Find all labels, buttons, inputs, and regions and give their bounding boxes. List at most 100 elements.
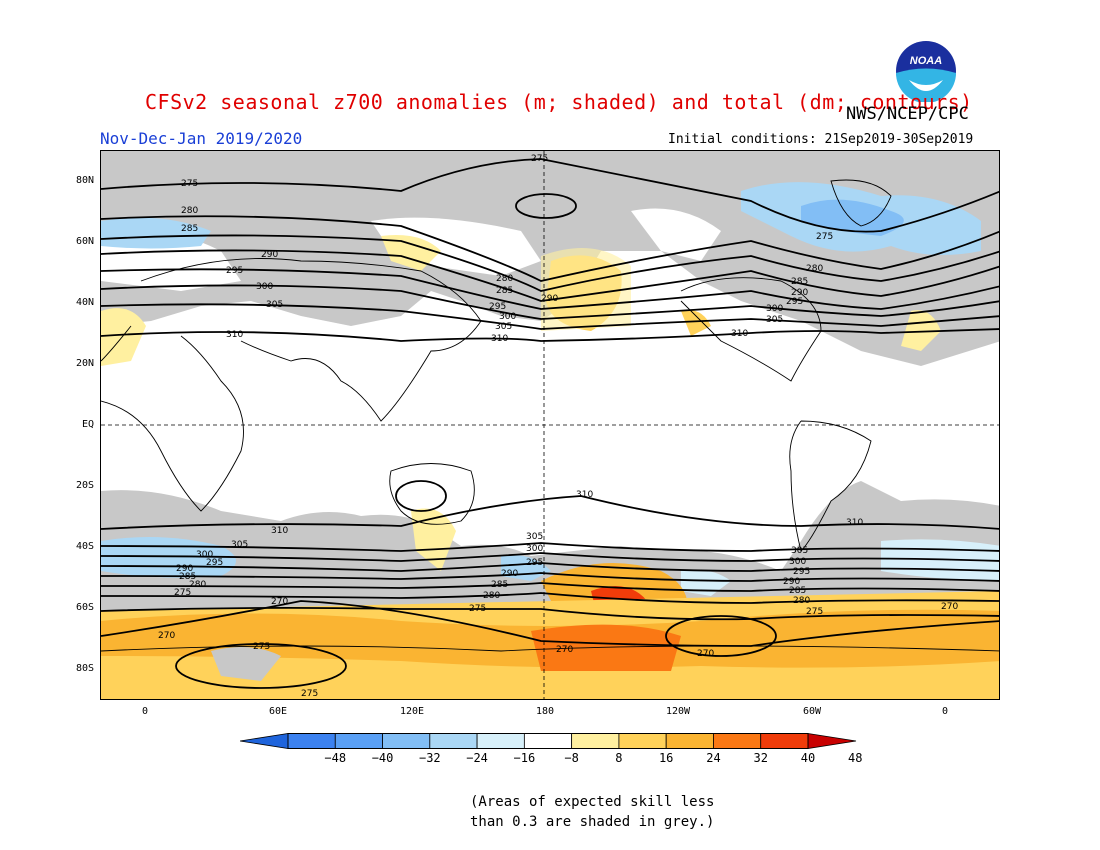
contour-label: 305 [526, 532, 543, 542]
grey-antarctic [211, 647, 281, 681]
yellow-eastasia [381, 235, 441, 271]
lat-label: EQ [81, 419, 94, 430]
contour-label: 300 [256, 282, 273, 292]
skill-note-line-2: than 0.3 are shaded in grey.) [470, 814, 715, 830]
contour-label: 310 [271, 526, 288, 536]
contour-s-310 [101, 495, 999, 530]
colorbar-label: 40 [800, 751, 816, 765]
contour-label: 280 [483, 591, 500, 601]
contour-label: 305 [495, 322, 512, 332]
colorbar-cell [523, 733, 573, 749]
contour-label-group: 275 275 280 285 290 295 300 305 310 280 … [158, 154, 958, 699]
colorbar-arrow-high [807, 733, 857, 749]
contour-s-295 [101, 562, 999, 572]
coast-eurasia [140, 258, 482, 422]
yellow-npac-outer [541, 248, 631, 331]
colorbar [240, 733, 857, 749]
lon-label: 0 [941, 706, 949, 717]
contour-nz-low [395, 480, 447, 512]
contour-label: 290 [541, 294, 558, 304]
lat-label: 80S [75, 663, 94, 674]
contour-label: 290 [176, 564, 193, 574]
white-north-pocket-3 [631, 208, 721, 261]
lat-label: 60N [75, 236, 94, 247]
contour-label: 280 [189, 580, 206, 590]
colorbar-label: 24 [706, 751, 721, 765]
colorbar-label: 8 [615, 751, 623, 765]
colorbar-label: −40 [371, 751, 394, 765]
logo-text: NOAA [910, 55, 942, 67]
colorbar-cell [287, 733, 336, 749]
contour-n-305 [101, 303, 999, 330]
contour-label: 275 [253, 642, 270, 652]
contour-s-305 [101, 542, 999, 552]
coast-australia [389, 463, 475, 525]
contour-label: 285 [491, 580, 508, 590]
contour-label: 295 [526, 558, 543, 568]
contour-label: 300 [196, 550, 213, 560]
colorbar-label: −24 [466, 751, 488, 765]
lat-label: 40N [75, 297, 94, 308]
contour-label: 285 [789, 586, 806, 596]
contour-label: 280 [181, 206, 198, 216]
contour-label: 275 [806, 607, 823, 617]
colorbar-cell [334, 733, 383, 749]
lat-label: 20S [75, 480, 94, 491]
contour-label: 295 [226, 266, 243, 276]
contour-label: 280 [793, 596, 810, 606]
contour-n-310 [101, 328, 999, 342]
contour-label: 290 [501, 569, 518, 579]
contour-label: 285 [791, 277, 808, 287]
lon-label: 120W [665, 706, 691, 717]
contour-label: 290 [791, 288, 808, 298]
contour-label: 285 [181, 224, 198, 234]
skill-note: (Areas of expected skill less than 0.3 a… [470, 792, 714, 832]
lat-label: 40S [75, 541, 94, 552]
contour-label: 270 [941, 602, 958, 612]
colorbar-label: −16 [513, 751, 536, 765]
coast-south-america [789, 420, 872, 552]
anomaly-map: 275 275 280 285 290 295 300 305 310 280 … [100, 150, 1000, 700]
contour-n-295 [101, 268, 999, 310]
contour-label: 280 [806, 264, 823, 274]
contour-label: 270 [556, 645, 573, 655]
contour-s-280 [101, 592, 999, 604]
colorbar-cell [429, 733, 478, 749]
contour-s-300 [101, 552, 999, 562]
contour-label: 275 [174, 588, 191, 598]
colorbar-cells [240, 733, 857, 749]
lon-label: 0 [141, 706, 149, 717]
coast-antarctica [101, 645, 999, 652]
initial-conditions-label: Initial conditions: 21Sep2019-30Sep2019 [668, 132, 974, 147]
contour-label: 305 [766, 315, 783, 325]
contour-label: 295 [206, 558, 223, 568]
contour-label: 305 [791, 546, 808, 556]
contour-label: 295 [489, 302, 506, 312]
colorbar-cell [571, 733, 620, 749]
contour-n-300 [101, 284, 999, 320]
blue-south-4 [681, 569, 731, 596]
colorbar-frame [287, 733, 809, 749]
colorbar-cell [713, 733, 762, 749]
colorbar-cell [382, 733, 431, 749]
coastlines [101, 179, 999, 652]
contour-label: 310 [846, 518, 863, 528]
contour-label: 305 [231, 540, 248, 550]
colorbar-label: 16 [658, 751, 674, 765]
contour-label: 300 [766, 304, 783, 314]
skill-note-line-1: (Areas of expected skill less [470, 794, 715, 810]
orange-deep [531, 624, 681, 671]
contour-label: 285 [496, 286, 513, 296]
contour-label: 300 [499, 312, 516, 322]
agency-label: NWS/NCEP/CPC [846, 104, 969, 124]
contour-antarctic-ring [175, 643, 347, 689]
lat-label: 80N [75, 175, 94, 186]
contour-n-275 [101, 158, 999, 233]
lat-label: 20N [75, 358, 94, 369]
contour-s-270 [101, 600, 999, 647]
contour-label: 310 [226, 330, 243, 340]
contour-label: 295 [786, 297, 803, 307]
contour-label: 310 [731, 329, 748, 339]
colorbar-arrow-low [240, 733, 289, 749]
coast-africa-west [101, 325, 244, 512]
